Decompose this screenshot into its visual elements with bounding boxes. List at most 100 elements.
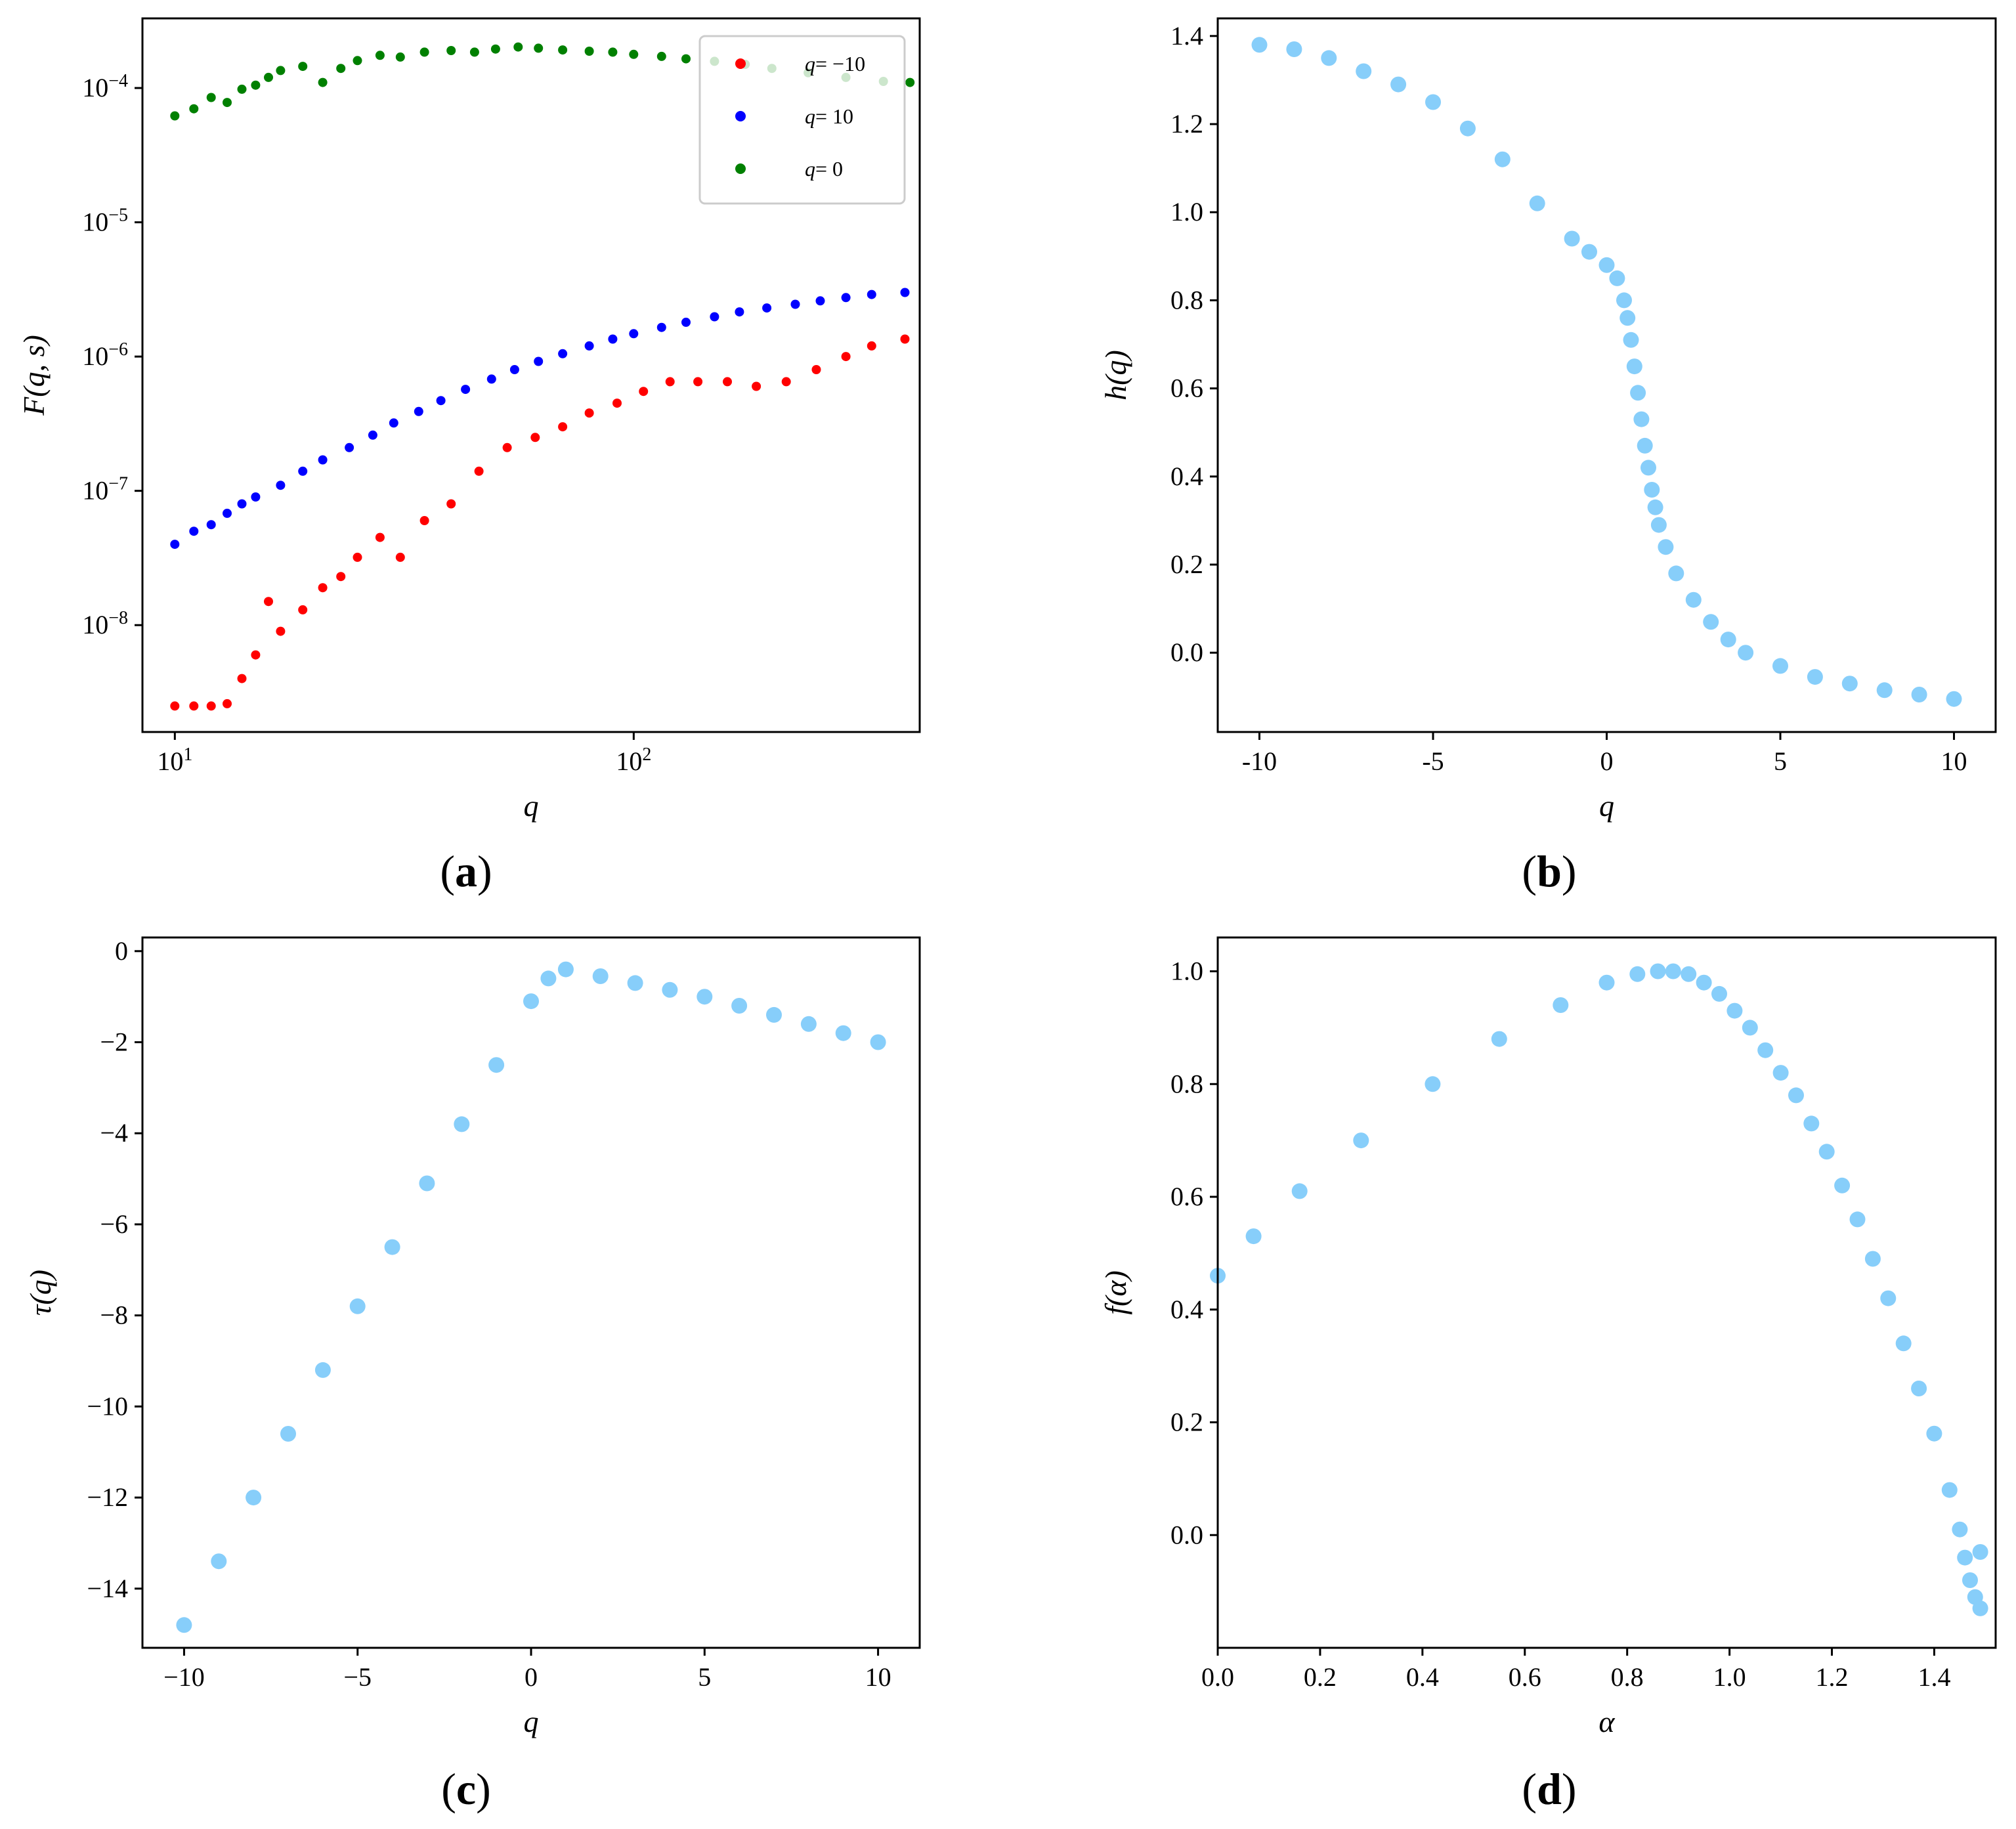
data-point bbox=[264, 597, 273, 607]
x-tick-label: 0.8 bbox=[1611, 1662, 1644, 1692]
data-point bbox=[867, 290, 876, 299]
plot-frame bbox=[1216, 17, 1997, 733]
data-point bbox=[1685, 592, 1702, 608]
data-point bbox=[900, 334, 910, 344]
data-point bbox=[170, 111, 180, 121]
data-point bbox=[513, 42, 523, 52]
y-tick-label: −8 bbox=[100, 1301, 128, 1330]
data-point bbox=[781, 377, 791, 387]
panel-label-open: ( bbox=[440, 846, 455, 896]
data-point bbox=[534, 356, 544, 366]
y-axis-label: f(α) bbox=[1099, 1270, 1132, 1315]
data-point bbox=[298, 605, 308, 614]
data-point bbox=[1356, 63, 1372, 79]
data-point bbox=[905, 77, 915, 87]
data-point bbox=[1711, 985, 1727, 1002]
chart-panel-d: 0.0 0.2 0.4 0.6 0.8 1.0 1.2 1.4 0.0 0.2 0.4 0.6 0.8 1… bbox=[1099, 936, 1997, 1814]
y-axis-label: F(q, s) bbox=[17, 335, 51, 416]
data-point bbox=[395, 552, 405, 562]
data-point bbox=[723, 377, 732, 387]
data-point bbox=[395, 52, 405, 62]
data-point bbox=[1647, 499, 1663, 515]
data-point bbox=[189, 104, 199, 114]
panel-label-letter: d bbox=[1537, 1764, 1562, 1814]
data-point bbox=[336, 572, 346, 582]
plot-frame bbox=[1216, 936, 1997, 1649]
x-tick-label: -5 bbox=[1422, 746, 1444, 776]
data-point bbox=[639, 387, 649, 397]
data-point bbox=[1494, 151, 1511, 167]
data-point bbox=[1291, 1183, 1308, 1199]
x-tick-label: 1.0 bbox=[1713, 1662, 1746, 1692]
data-point bbox=[665, 377, 675, 387]
data-point bbox=[206, 701, 216, 711]
y-axis-label: h(q) bbox=[1099, 350, 1132, 400]
data-point bbox=[314, 1362, 331, 1378]
data-point bbox=[1251, 37, 1268, 53]
x-tick-label: 5 bbox=[698, 1662, 711, 1692]
data-point bbox=[534, 43, 544, 53]
data-point bbox=[1926, 1425, 1942, 1442]
data-point bbox=[276, 66, 286, 75]
legend-marker bbox=[735, 58, 746, 69]
data-point bbox=[584, 408, 594, 418]
data-point bbox=[1807, 669, 1823, 685]
y-tick-label: 0.4 bbox=[1170, 462, 1203, 491]
data-point bbox=[1630, 385, 1646, 401]
y-tick-label: 0.0 bbox=[1170, 1520, 1203, 1549]
y-tick-label: −12 bbox=[87, 1482, 128, 1512]
y-tick-label: 1.4 bbox=[1170, 21, 1203, 51]
x-axis-label: q bbox=[1599, 789, 1614, 823]
data-point bbox=[612, 398, 622, 408]
y-tick-label: 0.0 bbox=[1170, 637, 1203, 667]
data-point bbox=[1803, 1115, 1820, 1132]
data-point bbox=[461, 385, 471, 395]
data-point bbox=[349, 1298, 366, 1314]
data-point bbox=[251, 492, 261, 502]
data-point bbox=[264, 72, 273, 82]
y-tick-label: 0 bbox=[115, 936, 128, 966]
data-point bbox=[762, 303, 772, 313]
data-point bbox=[1911, 687, 1927, 702]
data-point bbox=[251, 650, 261, 660]
data-point bbox=[1757, 1042, 1774, 1058]
x-tick-label: 0.0 bbox=[1201, 1662, 1234, 1692]
x-tick-label: 0 bbox=[1600, 746, 1614, 776]
data-point bbox=[540, 970, 557, 987]
y-tick-exponent: −7 bbox=[108, 473, 128, 494]
y-tick-label: 10−5 bbox=[82, 205, 128, 237]
data-point bbox=[1529, 195, 1545, 211]
data-point bbox=[189, 701, 199, 711]
data-point bbox=[419, 1175, 435, 1192]
x-tick-label: 102 bbox=[616, 744, 651, 777]
data-point bbox=[446, 499, 456, 509]
data-point bbox=[1425, 94, 1441, 110]
data-point bbox=[454, 1116, 470, 1132]
legend-label-value: = 0 bbox=[815, 157, 843, 181]
data-point bbox=[419, 516, 429, 525]
data-point bbox=[1353, 1132, 1369, 1149]
data-point bbox=[375, 51, 385, 60]
y-tick-label: 0.8 bbox=[1170, 285, 1203, 314]
data-point bbox=[629, 329, 639, 339]
data-point bbox=[223, 699, 232, 708]
data-point bbox=[1738, 645, 1754, 661]
data-point bbox=[1957, 1549, 1973, 1566]
data-point bbox=[1286, 41, 1302, 57]
data-point bbox=[251, 80, 261, 90]
x-tick-label: 1.2 bbox=[1816, 1662, 1849, 1692]
data-point bbox=[1849, 1211, 1866, 1228]
data-point bbox=[1641, 460, 1656, 476]
data-point bbox=[681, 54, 691, 64]
data-point bbox=[1941, 1482, 1958, 1498]
legend-label-var: q bbox=[805, 104, 815, 128]
legend-marker bbox=[735, 111, 746, 121]
y-tick-label: −2 bbox=[100, 1027, 128, 1057]
legend-label: q= 10 bbox=[805, 104, 853, 128]
data-point bbox=[318, 455, 328, 465]
data-point bbox=[1623, 332, 1639, 348]
data-point bbox=[1972, 1544, 1988, 1560]
data-point bbox=[1911, 1381, 1927, 1396]
y-tick-label: −10 bbox=[87, 1391, 128, 1421]
